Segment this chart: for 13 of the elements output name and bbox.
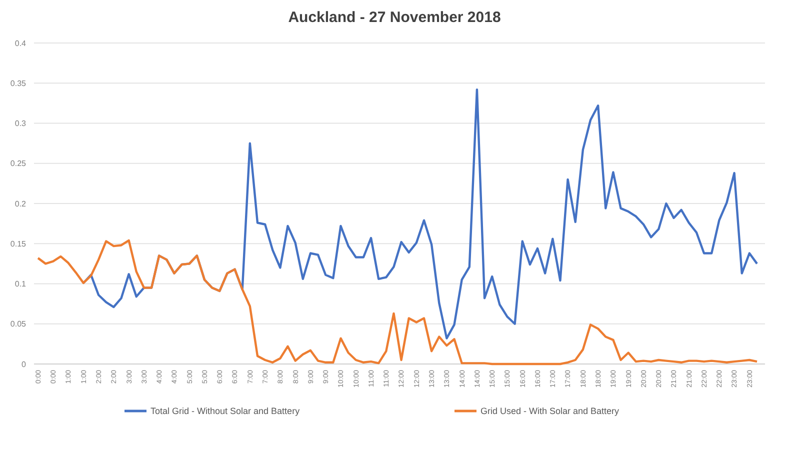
y-tick-label: 0.05: [10, 320, 27, 329]
line-series: [36, 239, 758, 366]
y-tick-label: 0: [22, 360, 27, 369]
legend-label: Grid Used - With Solar and Battery: [480, 406, 620, 416]
y-tick-label: 0.35: [10, 78, 27, 88]
chart-title: Auckland - 27 November 2018: [288, 9, 501, 26]
y-tick-label: 0.1: [14, 280, 27, 289]
y-tick-label: 0.3: [14, 119, 27, 128]
y-tick-label: 0.4: [14, 38, 27, 48]
y-tick-label: 0.15: [10, 239, 27, 248]
y-tick-label: 0.25: [10, 159, 27, 168]
legend-label: Total Grid - Without Solar and Battery: [150, 406, 300, 416]
y-tick-label: 0.2: [14, 199, 27, 208]
